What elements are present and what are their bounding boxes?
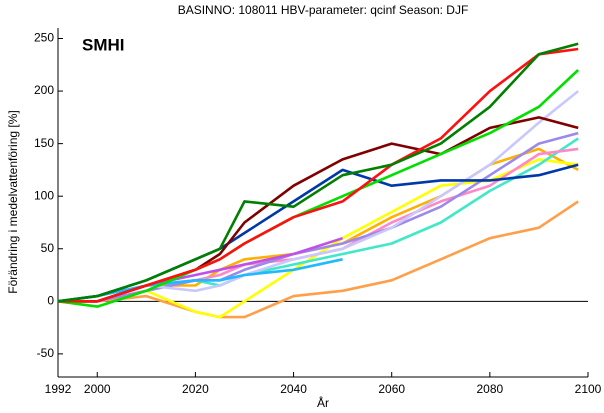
x-tick-label: 2040 (280, 382, 307, 396)
y-tick-label: -50 (37, 346, 55, 360)
series-line (58, 200, 579, 319)
series-line (57, 69, 580, 308)
y-tick-label: 200 (34, 83, 54, 97)
x-tick-label: 2000 (84, 382, 111, 396)
x-tick-label: 1992 (45, 382, 72, 396)
x-tick-label: 2060 (378, 382, 405, 396)
y-tick-label: 0 (47, 293, 54, 307)
series-line (58, 47, 579, 303)
logo: SMHI (82, 35, 125, 54)
y-tick-label: 100 (34, 188, 54, 202)
series-line (58, 90, 580, 303)
series-line (57, 42, 579, 303)
x-axis-label: År (317, 395, 329, 410)
x-tick-label: 2080 (477, 382, 504, 396)
chart-title: BASINNO: 108011 HBV-parameter: qcinf Sea… (178, 3, 469, 17)
y-tick-label: 50 (41, 241, 55, 255)
x-tick-label: 2100 (575, 382, 602, 396)
y-tick-label: 250 (34, 31, 54, 45)
x-tick-label: 2020 (182, 382, 209, 396)
y-axis-label: Förändring i medelvattenföring [%] (6, 110, 20, 293)
series-line (58, 137, 579, 303)
series-line (58, 131, 579, 303)
y-tick-label: 150 (34, 136, 54, 150)
